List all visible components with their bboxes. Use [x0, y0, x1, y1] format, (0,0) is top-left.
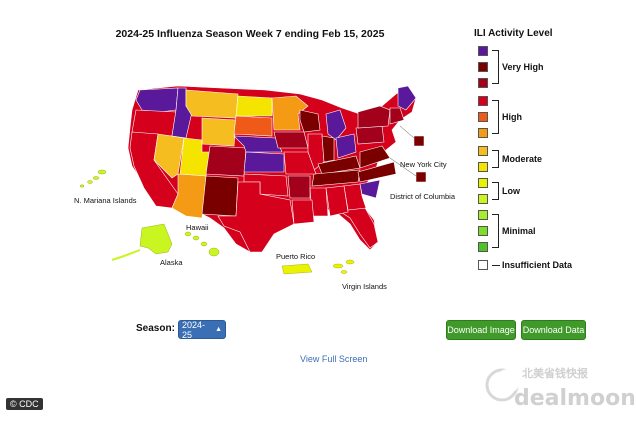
- label-virgin-islands: Virgin Islands: [342, 282, 387, 291]
- legend-bracket-moderate: [492, 150, 499, 168]
- watermark-chinese: 北美省钱快报: [522, 366, 589, 380]
- legend-swatch-high-1: [478, 96, 488, 106]
- state-louisiana[interactable]: [291, 199, 315, 225]
- alaska-chain: [111, 249, 141, 261]
- legend-dash-insufficient: [492, 265, 500, 266]
- map-title: 2024-25 Influenza Season Week 7 ending F…: [115, 28, 385, 40]
- state-tennessee[interactable]: [311, 169, 361, 187]
- us-ili-map: [79, 85, 427, 275]
- state-oregon[interactable]: [131, 109, 177, 137]
- state-montana[interactable]: [185, 89, 239, 119]
- state-new-mexico[interactable]: [201, 175, 239, 217]
- legend-swatch-insufficient: [478, 260, 488, 270]
- state-nebraska[interactable]: [233, 135, 283, 153]
- legend-label-low: Low: [502, 186, 520, 196]
- dc-leader: [389, 157, 417, 177]
- caret-up-icon: ▲: [215, 326, 222, 333]
- legend-label-very-high: Very High: [502, 62, 544, 72]
- legend-label-insufficient: Insufficient Data: [502, 260, 573, 270]
- legend-bracket-low: [492, 182, 499, 200]
- state-iowa[interactable]: [273, 131, 309, 149]
- state-north-dakota[interactable]: [235, 95, 273, 117]
- state-missouri[interactable]: [283, 151, 317, 175]
- label-nyc: New York City: [400, 160, 447, 169]
- mariana-islands-shape[interactable]: [79, 169, 107, 188]
- state-alabama[interactable]: [325, 185, 349, 217]
- state-south-dakota[interactable]: [233, 115, 273, 137]
- legend-swatch-very-high-1: [478, 46, 488, 56]
- legend-bracket-very-high: [492, 50, 499, 84]
- legend-swatch-low-1: [478, 178, 488, 188]
- state-pennsylvania[interactable]: [355, 125, 385, 145]
- state-florida[interactable]: [337, 205, 379, 249]
- state-washington[interactable]: [135, 87, 179, 113]
- state-colorado[interactable]: [205, 145, 247, 177]
- state-new-england[interactable]: [389, 107, 405, 125]
- legend-swatch-high-3: [478, 128, 488, 138]
- season-select-value: 2024-25: [182, 319, 206, 340]
- state-kansas[interactable]: [243, 151, 285, 173]
- state-texas[interactable]: [217, 181, 295, 253]
- nyc-leader: [399, 125, 415, 139]
- label-hawaii: Hawaii: [186, 223, 209, 232]
- legend-swatch-moderate-2: [478, 162, 488, 172]
- watermark-latin: dealmoon: [514, 386, 634, 411]
- state-nevada[interactable]: [153, 133, 185, 179]
- state-wyoming[interactable]: [201, 117, 237, 147]
- legend-swatch-very-high-2: [478, 62, 488, 72]
- legend-title: ILI Activity Level: [474, 28, 553, 39]
- state-arkansas[interactable]: [287, 175, 311, 199]
- download-data-button[interactable]: Download Data: [521, 320, 586, 340]
- dealmoon-watermark: 北美省钱快报 dealmoon: [485, 366, 634, 411]
- state-new-york[interactable]: [357, 105, 391, 129]
- state-maine[interactable]: [397, 85, 417, 111]
- label-puerto-rico: Puerto Rico: [276, 252, 316, 261]
- legend-label-minimal: Minimal: [502, 226, 536, 236]
- legend-bracket-minimal: [492, 214, 499, 248]
- legend-swatch-low-2: [478, 194, 488, 204]
- legend-swatch-minimal-3: [478, 242, 488, 252]
- state-michigan[interactable]: [325, 109, 347, 141]
- dc-marker[interactable]: [415, 171, 427, 183]
- legend-swatch-minimal-2: [478, 226, 488, 236]
- alaska-shape[interactable]: [139, 223, 173, 255]
- view-full-screen-link[interactable]: View Full Screen: [300, 354, 368, 364]
- state-minnesota[interactable]: [271, 95, 309, 131]
- state-ohio[interactable]: [335, 133, 357, 159]
- state-indiana[interactable]: [321, 135, 335, 163]
- legend-label-high: High: [502, 112, 522, 122]
- label-mariana: N. Mariana Islands: [74, 196, 137, 205]
- hawaii-shape[interactable]: [184, 231, 220, 257]
- legend-swatch-very-high-3: [478, 78, 488, 88]
- legend-swatch-moderate-1: [478, 146, 488, 156]
- state-wisconsin[interactable]: [299, 109, 321, 133]
- legend-bracket-high: [492, 100, 499, 134]
- label-alaska: Alaska: [160, 258, 183, 267]
- download-image-button[interactable]: Download Image: [446, 320, 516, 340]
- season-select[interactable]: 2024-25 ▲: [178, 319, 226, 340]
- cdc-credit: © CDC: [6, 398, 43, 410]
- puerto-rico-shape[interactable]: [281, 263, 313, 275]
- legend-label-moderate: Moderate: [502, 154, 543, 164]
- legend-swatch-high-2: [478, 112, 488, 122]
- state-north-carolina[interactable]: [357, 161, 397, 183]
- virgin-islands-shape[interactable]: [332, 259, 355, 274]
- label-dc: District of Columbia: [390, 192, 456, 201]
- nyc-marker[interactable]: [413, 135, 425, 147]
- legend: ILI Activity Level Very High High Modera…: [470, 22, 630, 282]
- season-label: Season:: [136, 323, 175, 334]
- legend-swatch-minimal-1: [478, 210, 488, 220]
